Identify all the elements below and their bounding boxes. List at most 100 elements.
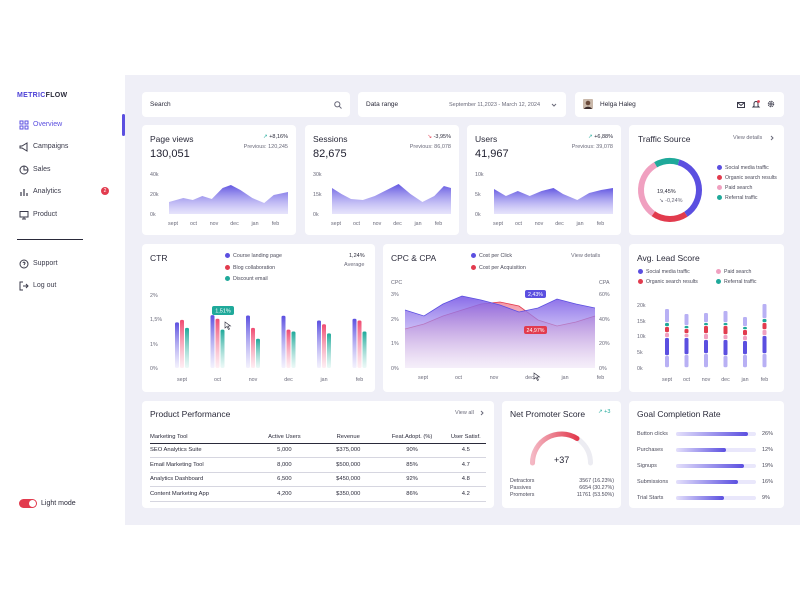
avatar[interactable] [583, 99, 593, 109]
ctr-bar [362, 331, 367, 368]
y-tick-label: 0k [475, 212, 481, 218]
bell-icon[interactable] [751, 100, 761, 108]
legend-item: Course landing page [225, 251, 282, 263]
goal-percent: 9% [762, 495, 770, 501]
column-header[interactable]: User Satisf. [445, 431, 486, 444]
ctr-bar [281, 315, 286, 368]
table-row[interactable]: Content Marketing App 4,200 $350,000 86% 4.2 [150, 486, 486, 502]
ctr-tooltip: 1,51% [212, 306, 234, 315]
nps-breakdown: Detractors 3567 (16.23%) Passives 6654 (30.… [510, 478, 614, 499]
traffic-pct: 19,45% [657, 189, 676, 195]
product-table: Marketing Tool Active Users Revenue Feat.Ad… [150, 431, 486, 502]
donut-slice [651, 211, 688, 222]
gauge-fill [530, 431, 580, 466]
view-details-link[interactable]: View details [733, 135, 763, 141]
sidebar-item-sales[interactable]: Sales [0, 161, 125, 179]
column-header[interactable]: Marketing Tool [150, 431, 251, 444]
table-row[interactable]: Analytics Dashboard 6,500 $450,000 92% 4.8 [150, 472, 486, 487]
x-tick-label: nov [535, 221, 544, 227]
x-tick-label: sept [177, 377, 188, 383]
ctr-bar [322, 324, 326, 368]
product-performance-card: Product Performance View all Marketing T… [142, 401, 494, 508]
stat-previous: Previous: 39,078 [571, 144, 613, 150]
stat-change: ↗ +8,16% [263, 134, 288, 140]
lead-bar-segment [665, 309, 669, 323]
x-tick-label: sept [662, 377, 673, 383]
table-cell: 4.7 [445, 457, 486, 473]
goal-bar-fill [676, 464, 744, 468]
x-tick-label: nov [373, 221, 382, 227]
sidebar-item-campaigns[interactable]: Campaigns [0, 138, 125, 156]
sidebar-item-product[interactable]: Product [0, 206, 125, 224]
goal-label: Submissions [637, 479, 669, 485]
sidebar-item-analytics[interactable]: Analytics 2 [0, 183, 125, 201]
lead-bar-segment [743, 336, 747, 341]
column-header[interactable]: Active Users [250, 431, 318, 444]
column-header[interactable]: Feat.Adopt. (%) [378, 431, 446, 444]
lead-bar-segment [704, 313, 708, 323]
light-mode-toggle[interactable] [19, 499, 37, 508]
goal-percent: 12% [762, 447, 774, 453]
gear-icon[interactable] [767, 100, 775, 108]
date-range-picker[interactable]: Data range September 11,2023 - March 12,… [358, 92, 566, 117]
sparkline-area [494, 188, 613, 214]
table-cell: Content Marketing App [150, 486, 251, 502]
x-tick-label: dec [230, 221, 239, 227]
legend-item: Referral traffic [717, 195, 783, 201]
lead-bar-segment [723, 356, 728, 368]
table-cell: 92% [378, 472, 446, 487]
mail-icon[interactable] [737, 102, 745, 108]
x-tick-label: dec [555, 221, 564, 227]
x-tick-label: nov [249, 377, 258, 383]
y-tick-label: 1% [150, 342, 158, 348]
bar-chart-icon [20, 189, 28, 196]
user-name[interactable]: Helga Haleg [600, 101, 636, 108]
search-input[interactable]: Search [150, 101, 171, 108]
cpc-area [405, 296, 595, 368]
lead-title: Avg. Lead Score [637, 253, 700, 263]
table-row[interactable]: SEO Analytics Suite 5,000 $375,000 90% 4.5 [150, 443, 486, 458]
lead-bar-segment [684, 329, 689, 334]
y-tick-label: 1,5% [150, 317, 162, 323]
lead-bar-segment [684, 355, 689, 368]
legend-item: Cost per Click [471, 251, 526, 263]
lead-bar-segment [704, 334, 708, 340]
lead-bar-segment [665, 323, 669, 327]
y-tick-label: 10k [637, 334, 646, 340]
cpa-tooltip: 24,97% [524, 326, 547, 334]
table-row[interactable]: Email Marketing Tool 8,000 $500,000 85% 4.7 [150, 457, 486, 473]
lead-bar-segment [743, 317, 747, 327]
table-cell: 4.8 [445, 472, 486, 487]
table-cell: $375,000 [317, 443, 379, 458]
goal-bar-fill [676, 480, 738, 484]
legend-item: Paid search [716, 269, 771, 275]
cpc-view-details-link[interactable]: View details [571, 253, 601, 259]
ctr-bar [220, 329, 225, 368]
x-tick-label: sept [418, 375, 429, 381]
x-tick-label: oct [353, 221, 361, 227]
stat-title: Sessions [313, 134, 348, 144]
dashboard: METRICFLOW Overview Campaigns Sales Anal… [0, 75, 800, 525]
sessions-card: Sessions 82,675 ↘ -3,95% Previous: 86,078 30… [305, 125, 459, 235]
pie-icon [19, 165, 29, 175]
search-box[interactable]: Search [142, 92, 350, 117]
x-tick-label: dec [284, 377, 293, 383]
x-tick-label: feb [272, 221, 279, 227]
nps-row: Promoters 11761 (53.50%) [510, 492, 614, 498]
view-all-link[interactable]: View all [455, 410, 474, 416]
table-cell: 6,500 [250, 472, 318, 487]
ctr-bar [175, 322, 179, 368]
cpc-chart: CPC CPA 3% 2% 1% 0% 60% 40% 20% 0% sept oct nov dec ja… [391, 280, 610, 381]
ctr-bar [291, 331, 296, 368]
y-tick-label: 15k [637, 319, 646, 325]
lead-bar-segment [743, 341, 747, 355]
column-header[interactable]: Revenue [317, 431, 379, 444]
lead-bar-segment [723, 323, 728, 326]
ctr-bar [215, 318, 220, 368]
sidebar-item-overview[interactable]: Overview [0, 114, 125, 136]
axis-label: CPC [391, 280, 402, 286]
stat-sparkline: 10k 5k 0k sept oct nov dec jan feb [475, 172, 613, 227]
sidebar-item-logout[interactable]: Log out [0, 277, 125, 295]
legend-item: Social media traffic [638, 269, 716, 275]
sidebar-item-support[interactable]: Support [0, 255, 125, 273]
